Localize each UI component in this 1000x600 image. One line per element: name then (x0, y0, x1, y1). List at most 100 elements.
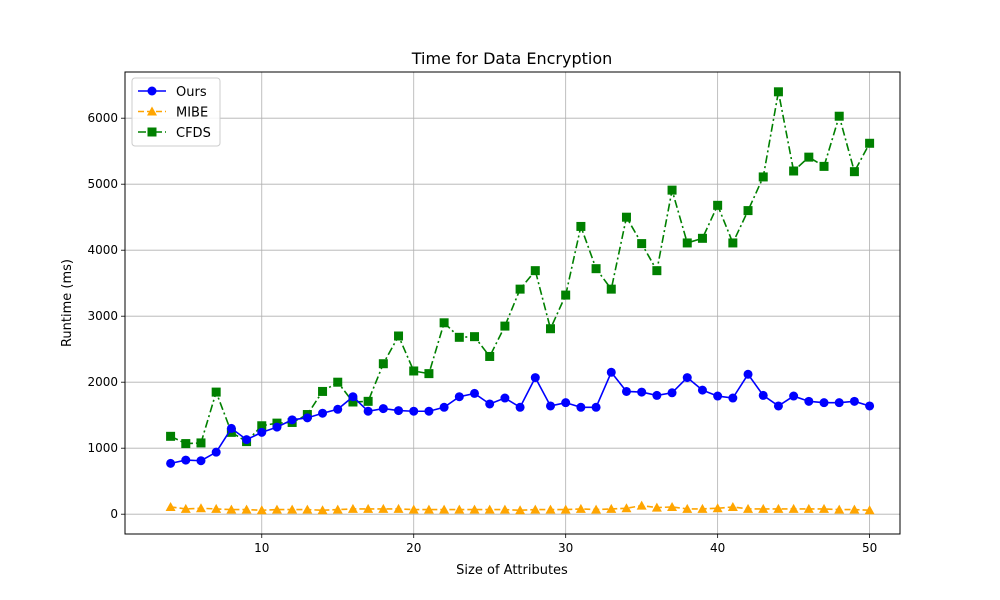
data-point (758, 503, 769, 513)
x-tick-label: 10 (254, 541, 269, 555)
data-point (713, 200, 723, 210)
y-tick-label: 1000 (87, 441, 118, 455)
data-point (409, 366, 419, 376)
data-point (287, 504, 298, 514)
data-point (697, 233, 707, 243)
data-point (697, 385, 707, 395)
data-point (682, 238, 692, 248)
data-point (773, 503, 784, 513)
data-point (865, 138, 875, 148)
y-tick-label: 4000 (87, 243, 118, 257)
data-point (819, 161, 829, 171)
chart-title: Time for Data Encryption (411, 49, 613, 68)
data-point (318, 408, 328, 418)
data-point (788, 503, 799, 513)
data-point (226, 423, 236, 433)
data-point (712, 503, 723, 513)
data-point (865, 401, 875, 411)
data-point (576, 402, 586, 412)
data-point (454, 392, 464, 402)
data-point (621, 212, 631, 222)
axis-ticks: 10 20 30 40 50 0 1000 2000 3000 4000 5000 6000 (87, 111, 877, 555)
legend-label: MIBE (176, 106, 208, 121)
x-tick-label: 20 (406, 541, 421, 555)
data-point (804, 152, 814, 162)
data-point (409, 406, 419, 416)
data-point (394, 331, 404, 341)
data-point (849, 504, 860, 514)
data-point (348, 392, 358, 402)
data-point (363, 396, 373, 406)
legend-label: CFDS (176, 126, 211, 141)
data-point (576, 221, 586, 231)
data-point (241, 504, 252, 514)
data-point (849, 396, 859, 406)
legend: Ours MIBE CFDS (131, 77, 221, 147)
y-tick-label: 5000 (87, 177, 118, 191)
data-point (272, 422, 282, 432)
data-point (166, 458, 176, 468)
data-point (621, 386, 631, 396)
data-point (394, 406, 404, 416)
legend-label: Ours (176, 85, 207, 100)
data-point (804, 396, 814, 406)
data-point (515, 505, 526, 515)
data-point (500, 393, 510, 403)
data-point (652, 390, 662, 400)
data-point (561, 398, 571, 408)
data-point (318, 386, 328, 396)
data-point (408, 504, 419, 514)
data-point (606, 284, 616, 294)
data-point (743, 503, 754, 513)
data-point (758, 172, 768, 182)
data-point (515, 284, 525, 294)
data-point (575, 503, 586, 513)
data-point (606, 367, 616, 377)
data-point (621, 503, 632, 513)
data-point (287, 415, 297, 425)
data-point (728, 238, 738, 248)
data-point (637, 387, 647, 397)
data-point (363, 406, 373, 416)
data-point (454, 332, 464, 342)
data-point (667, 388, 677, 398)
data-point (454, 504, 465, 514)
data-point (484, 504, 495, 514)
data-point (378, 503, 389, 513)
data-point (530, 266, 540, 276)
series-group (165, 87, 875, 515)
data-point (743, 206, 753, 216)
legend-marker (147, 86, 157, 96)
data-point (637, 239, 647, 249)
data-point (834, 504, 845, 514)
data-point (257, 421, 267, 431)
data-point (713, 391, 723, 401)
data-point (439, 318, 449, 328)
data-point (697, 503, 708, 513)
data-point (257, 427, 267, 437)
data-point (728, 393, 738, 403)
data-point (302, 504, 313, 514)
data-point (196, 438, 206, 448)
data-point (515, 402, 525, 412)
data-point (347, 503, 358, 513)
data-point (332, 504, 343, 514)
data-point (682, 503, 693, 513)
data-point (317, 505, 328, 515)
data-point (743, 369, 753, 379)
data-point (591, 264, 601, 274)
data-point (424, 369, 434, 379)
data-point (667, 185, 677, 195)
legend-marker (147, 106, 157, 116)
data-point (758, 390, 768, 400)
y-tick-label: 0 (110, 507, 118, 521)
data-point (591, 402, 601, 412)
data-point (242, 435, 252, 445)
plot-area (125, 72, 900, 534)
data-point (378, 359, 388, 369)
data-point (196, 456, 206, 466)
y-tick-label: 6000 (87, 111, 118, 125)
data-point (682, 373, 692, 383)
data-point (226, 504, 237, 514)
